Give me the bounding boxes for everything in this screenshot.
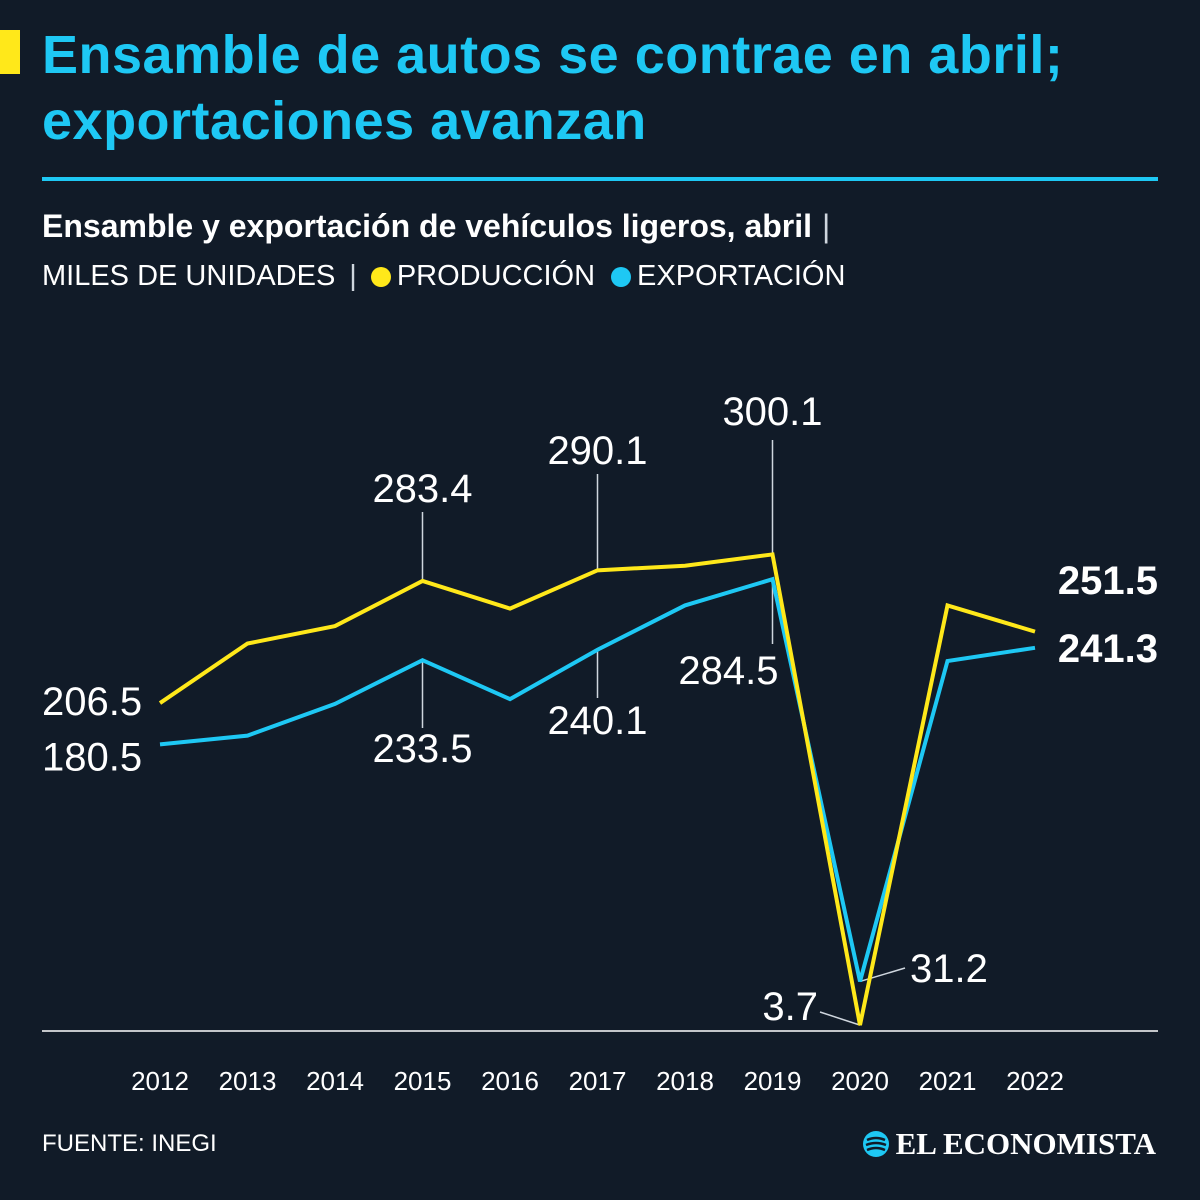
x-tick-labels: 2012 2013 2014 2015 2016 2017 2018 2019 2020 2021… <box>131 1066 1064 1096</box>
units-label: MILES DE UNIDADES <box>42 260 336 292</box>
series-lines <box>158 552 1036 1026</box>
x-tick-2013: 2013 <box>219 1066 277 1096</box>
legend-dot-exportacion-icon <box>611 266 632 287</box>
title-divider <box>42 177 1158 181</box>
data-label-exportacion-2017: 240.1 <box>547 699 647 743</box>
subtitle-separator: | <box>822 208 831 244</box>
data-label-produccion-2015: 283.4 <box>372 467 472 511</box>
x-tick-2016: 2016 <box>481 1066 539 1096</box>
data-label-exportacion-2022: 241.3 <box>1058 627 1158 671</box>
legend-dot-produccion-icon <box>370 266 391 287</box>
data-label-produccion-2022: 251.5 <box>1058 559 1158 603</box>
units-separator: | <box>349 260 357 292</box>
data-label-produccion-2012: 206.5 <box>42 680 142 724</box>
x-tick-2020: 2020 <box>831 1066 889 1096</box>
leader-lines <box>421 440 906 1026</box>
series-line-exportacion <box>159 576 1036 982</box>
data-label-produccion-2020: 3.7 <box>762 985 818 1029</box>
data-label-produccion-2017: 290.1 <box>547 429 647 473</box>
page-title: Ensamble de autos se contrae en abril; e… <box>42 25 1064 151</box>
data-label-exportacion-2019: 284.5 <box>678 649 778 693</box>
legend-item-produccion: PRODUCCIÓN <box>370 260 596 293</box>
brand-logo: EL ECONOMISTA <box>862 1126 1156 1162</box>
legend-label-exportacion: EXPORTACIÓN <box>637 260 846 292</box>
chart-subtitle: Ensamble y exportación de vehículos lige… <box>42 208 830 245</box>
brand-name: EL ECONOMISTA <box>895 1126 1156 1161</box>
x-tick-2014: 2014 <box>306 1066 364 1096</box>
x-tick-2018: 2018 <box>656 1066 714 1096</box>
legend-label-produccion: PRODUCCIÓN <box>396 260 596 292</box>
data-label-exportacion-2012: 180.5 <box>42 735 142 779</box>
data-labels: 206.5 283.4 290.1 300.1 3.7 251.5 180.5 233.5 24… <box>42 390 1158 1029</box>
x-tick-2021: 2021 <box>919 1066 977 1096</box>
x-tick-2015: 2015 <box>394 1066 452 1096</box>
data-label-exportacion-2020: 31.2 <box>910 947 988 991</box>
leader-line <box>819 1011 861 1026</box>
el-economista-logo-icon <box>862 1131 889 1157</box>
chart-subtitle-text: Ensamble y exportación de vehículos lige… <box>42 208 813 244</box>
x-tick-2012: 2012 <box>131 1066 189 1096</box>
leader-line <box>859 967 906 983</box>
source-note: FUENTE: INEGI <box>42 1130 217 1157</box>
x-tick-2019: 2019 <box>744 1066 802 1096</box>
legend: MILES DE UNIDADES | PRODUCCIÓN EXPORTACI… <box>42 260 861 293</box>
data-label-produccion-2019: 300.1 <box>722 390 822 434</box>
legend-item-exportacion: EXPORTACIÓN <box>611 260 845 293</box>
accent-bar <box>0 30 20 74</box>
data-label-exportacion-2015: 233.5 <box>372 727 472 771</box>
series-line-produccion <box>158 552 1036 1026</box>
x-tick-2017: 2017 <box>569 1066 627 1096</box>
x-tick-2022: 2022 <box>1006 1066 1064 1096</box>
